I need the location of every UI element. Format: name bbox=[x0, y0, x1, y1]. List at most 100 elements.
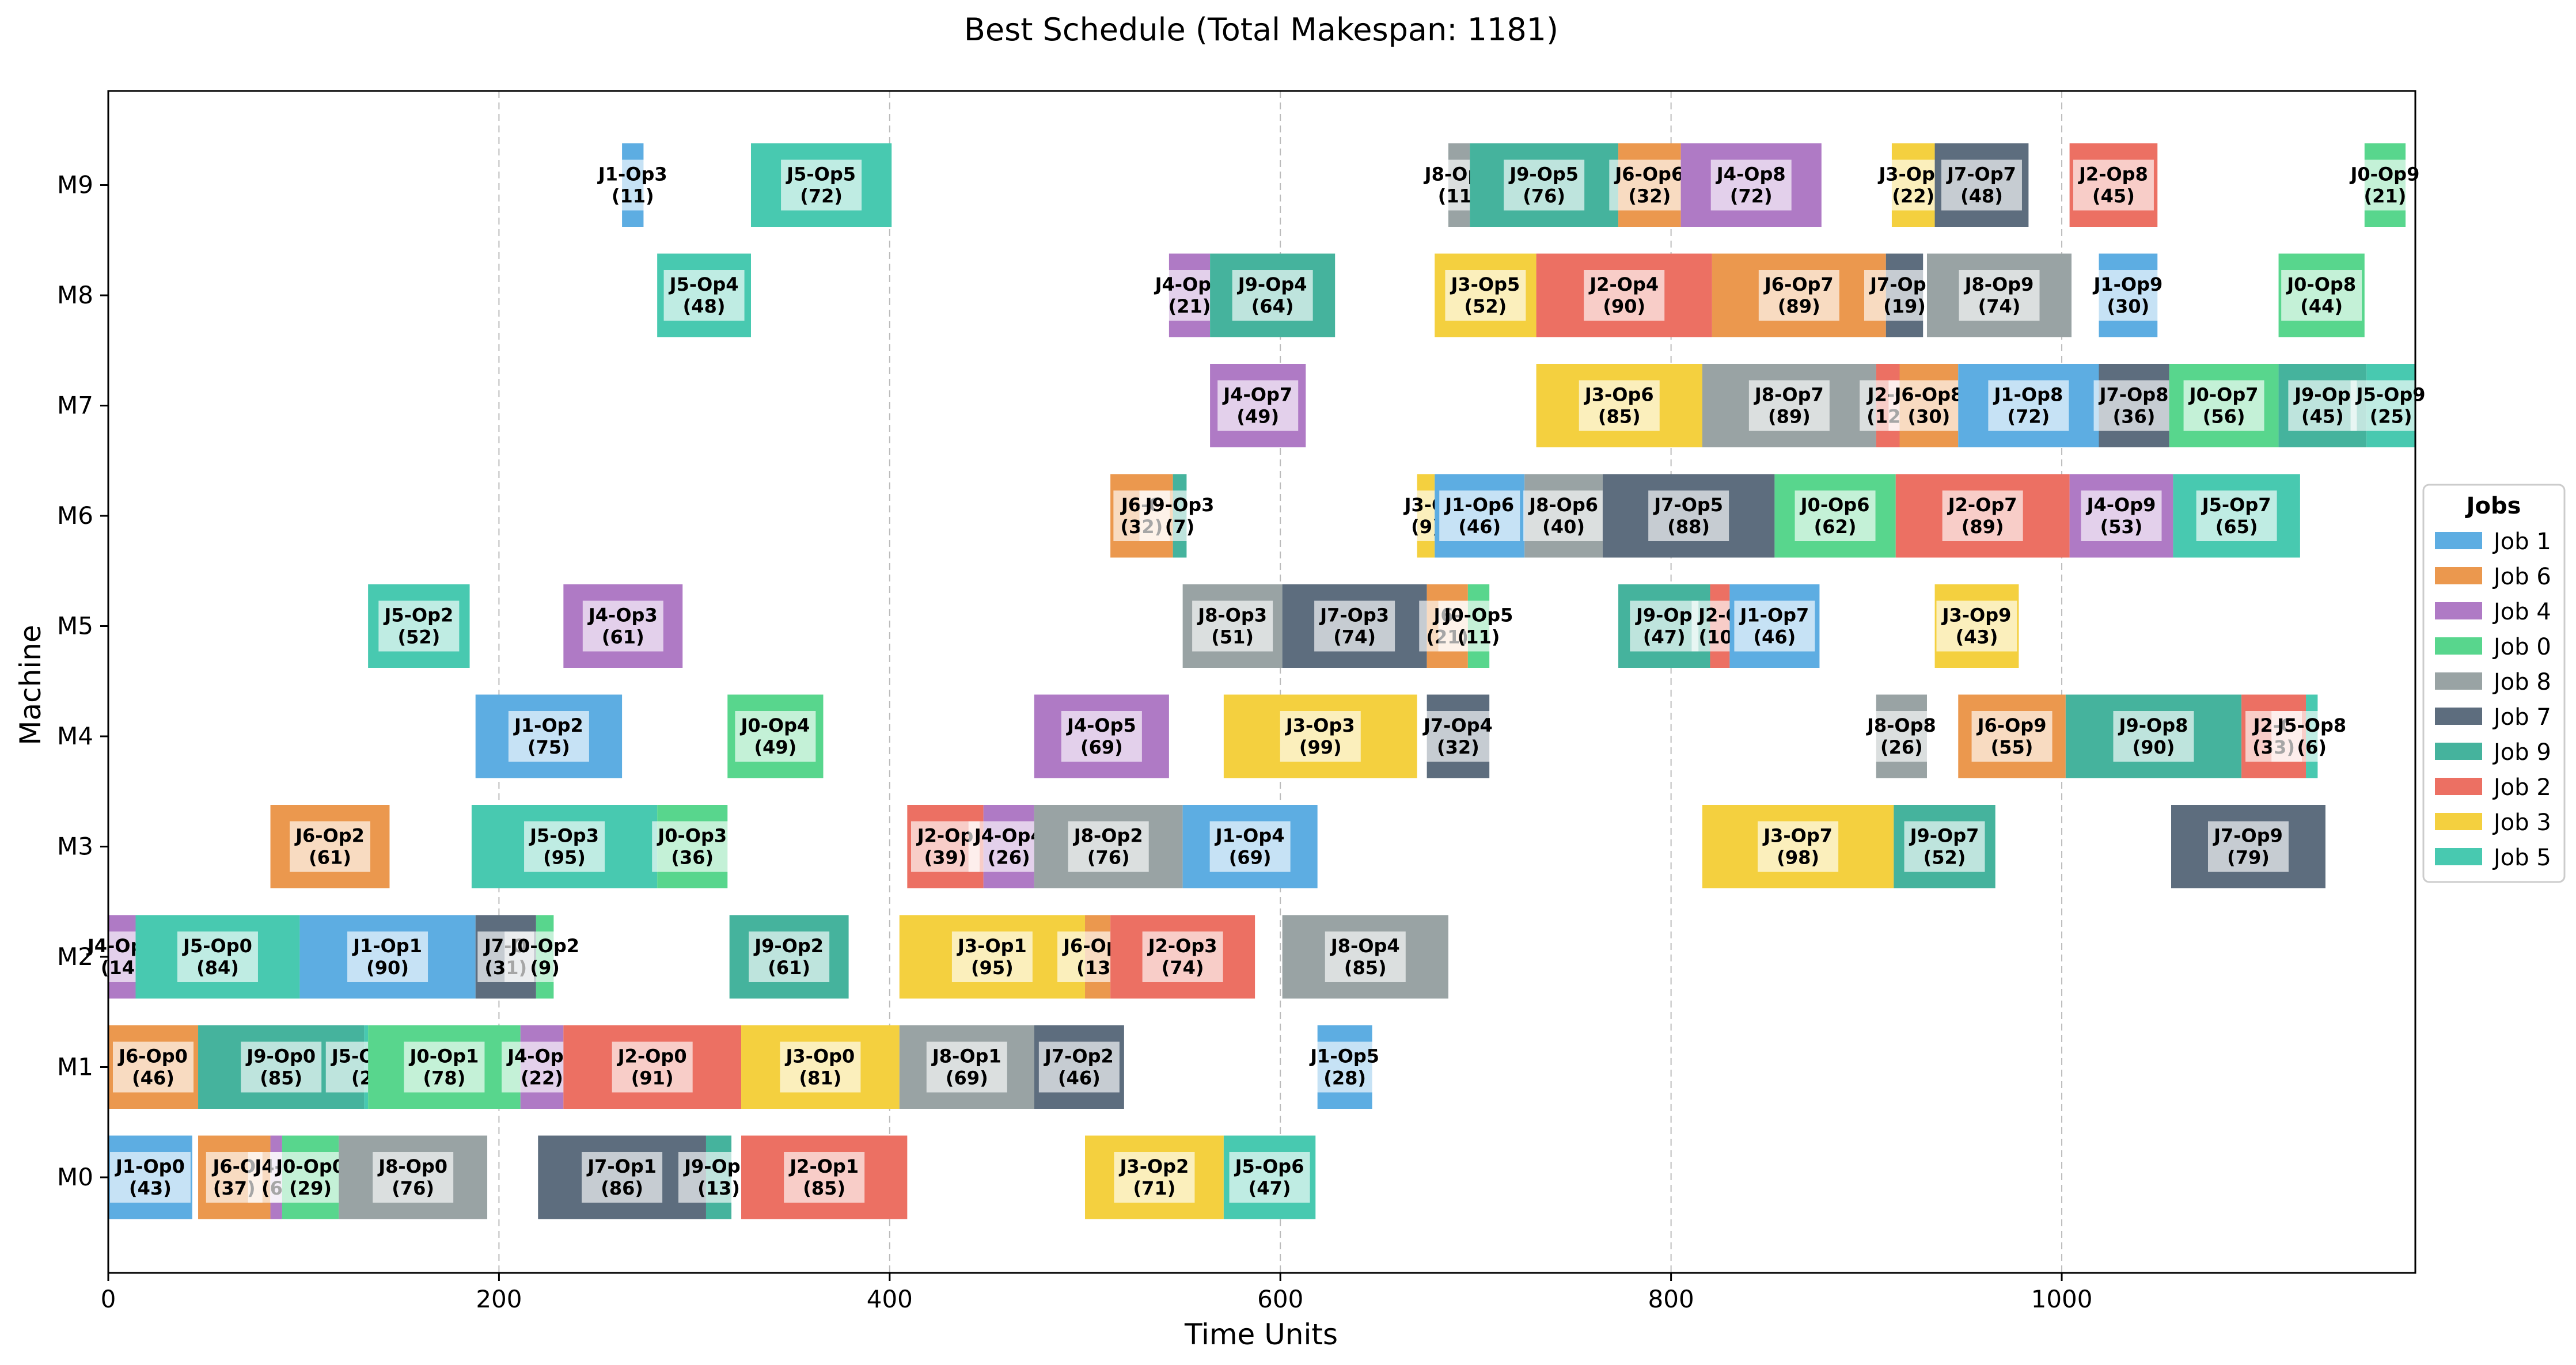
task-label-background bbox=[784, 1152, 865, 1203]
task-label-background bbox=[663, 270, 745, 321]
task-label: J1-Op3 bbox=[597, 164, 667, 185]
task-label-background bbox=[926, 1041, 1007, 1093]
task-bar: J5-Op8(6) bbox=[2271, 694, 2353, 778]
plot-frame bbox=[107, 90, 2416, 1274]
legend-label: Job 2 bbox=[2492, 774, 2551, 801]
task-bar: J7-Op4(32) bbox=[1417, 694, 1498, 778]
task-label-background bbox=[1942, 491, 2023, 541]
task-label-background bbox=[1758, 270, 1839, 321]
task-bar: J3-Op1(95) bbox=[899, 915, 1086, 999]
task-label: (22) bbox=[521, 1067, 563, 1089]
task-label: J9-Op bbox=[2293, 384, 2351, 406]
task-label-background bbox=[113, 1041, 194, 1093]
task-label-background bbox=[1888, 380, 1970, 431]
task-bar: J7-Op7(48) bbox=[1934, 143, 2029, 227]
task-label: J0-Op5 bbox=[1443, 604, 1513, 626]
legend-label: Job 3 bbox=[2492, 809, 2551, 836]
task-label: J6-Op7 bbox=[1763, 273, 1834, 295]
task-label: (90) bbox=[2133, 736, 2175, 758]
task-label: (71) bbox=[1133, 1177, 1176, 1199]
x-tick-label: 0 bbox=[101, 1285, 116, 1313]
task-label: J9-Op0 bbox=[245, 1045, 316, 1067]
task-label: J9-Op2 bbox=[753, 935, 824, 957]
legend-label: Job 6 bbox=[2492, 564, 2551, 590]
task-bar: J9-Op3(7) bbox=[1139, 474, 1220, 558]
legend-swatch bbox=[2435, 532, 2482, 549]
task-bar: J7-Op2(46) bbox=[1034, 1025, 1124, 1109]
task-label: J5-Op9 bbox=[2355, 384, 2426, 406]
task-label-background bbox=[1941, 159, 2022, 211]
task-label-background bbox=[373, 1152, 454, 1203]
task-bar: J1-Op4(69) bbox=[1182, 805, 1318, 888]
task-label-background bbox=[2281, 270, 2362, 321]
legend-label: Job 7 bbox=[2492, 704, 2551, 731]
task-label: (90) bbox=[366, 957, 409, 979]
task-label-background bbox=[1439, 491, 1520, 541]
task-label: (61) bbox=[768, 957, 810, 979]
task-label: (46) bbox=[132, 1067, 174, 1089]
task-label: J1-Op7 bbox=[1739, 604, 1809, 626]
task-bar: J6-Op0(46) bbox=[108, 1025, 199, 1109]
task-bar: J3-Op9(43) bbox=[1934, 584, 2019, 668]
task-label: J5-Op0 bbox=[182, 935, 252, 957]
x-axis-ticks: 0 200 400 600 800 1000 bbox=[101, 1273, 2093, 1313]
task-label-background bbox=[1959, 270, 2040, 321]
legend-label: Job 0 bbox=[2492, 634, 2551, 660]
task-label-background bbox=[612, 1041, 693, 1093]
task-bar: J6-Op9(55) bbox=[1958, 694, 2066, 778]
task-bar: J8-Op4(85) bbox=[1282, 915, 1448, 999]
task-label: (84) bbox=[196, 957, 239, 979]
y-tick-label: M8 bbox=[57, 281, 93, 309]
task-label: J2-Op0 bbox=[617, 1045, 687, 1067]
legend-label: Job 4 bbox=[2492, 599, 2551, 625]
task-bar: J1-Op5(28) bbox=[1304, 1025, 1386, 1109]
task-label: (69) bbox=[946, 1067, 988, 1089]
x-axis-label: Time Units bbox=[1184, 1318, 1338, 1351]
task-label: J3-Op5 bbox=[1450, 273, 1520, 295]
task-bar: J5-Op6(47) bbox=[1223, 1135, 1316, 1219]
task-label-background bbox=[1438, 600, 1519, 652]
task-bar: J4-Op9(53) bbox=[2069, 474, 2173, 558]
task-label-background bbox=[1748, 380, 1830, 431]
task-label: (9) bbox=[530, 957, 560, 979]
task-bar: J9-Op7(52) bbox=[1894, 805, 1995, 888]
task-label-background bbox=[2344, 159, 2426, 211]
x-tick-label: 1000 bbox=[2031, 1285, 2093, 1313]
task-label: (95) bbox=[543, 847, 586, 869]
task-bar: J0-Op1(78) bbox=[368, 1025, 521, 1109]
task-label: J9-Op7 bbox=[1909, 825, 1979, 847]
task-label: J8-Op6 bbox=[1528, 494, 1598, 516]
task-label: (69) bbox=[1080, 736, 1123, 758]
task-label-background bbox=[2196, 491, 2277, 541]
task-bar: J8-Op2(76) bbox=[1034, 805, 1183, 888]
task-label: (7) bbox=[1165, 516, 1195, 538]
task-label: J7-Op7 bbox=[1946, 164, 2016, 185]
task-bar: J4-Op3(61) bbox=[563, 584, 683, 668]
legend-swatch bbox=[2435, 672, 2482, 690]
task-label: J6-Op8 bbox=[1893, 384, 1963, 406]
task-label: (21) bbox=[1169, 295, 1211, 317]
task-label: J1-Op0 bbox=[115, 1155, 185, 1177]
task-label-background bbox=[1988, 380, 2069, 431]
task-label: (85) bbox=[260, 1067, 302, 1089]
task-bar: J5-Op5(72) bbox=[750, 143, 892, 227]
task-label-background bbox=[404, 1041, 485, 1093]
task-label: (11) bbox=[1458, 626, 1500, 648]
task-bars: J1-Op0(43)J6-O(37)J4-O(6)J0-Op0(29)J8-Op… bbox=[81, 143, 2431, 1219]
task-label: J4-Op7 bbox=[1222, 384, 1292, 406]
legend-swatch bbox=[2435, 637, 2482, 655]
task-label: J5-Op3 bbox=[529, 825, 599, 847]
x-tick-label: 600 bbox=[1257, 1285, 1303, 1313]
task-label-background bbox=[1609, 159, 1690, 211]
task-label-background bbox=[2271, 711, 2353, 762]
task-bar: J0-Op2(9) bbox=[504, 915, 586, 999]
task-label: J3-Op7 bbox=[1762, 825, 1833, 847]
y-tick-label: M3 bbox=[57, 832, 93, 861]
task-bar: J6-Op2(61) bbox=[270, 805, 390, 888]
task-label: (65) bbox=[2215, 516, 2258, 538]
task-bar: J1-Op2(75) bbox=[475, 694, 623, 778]
task-label: J7-Op1 bbox=[586, 1155, 657, 1177]
task-label: J5-Op4 bbox=[669, 273, 739, 295]
legend-label: Job 5 bbox=[2492, 845, 2551, 871]
